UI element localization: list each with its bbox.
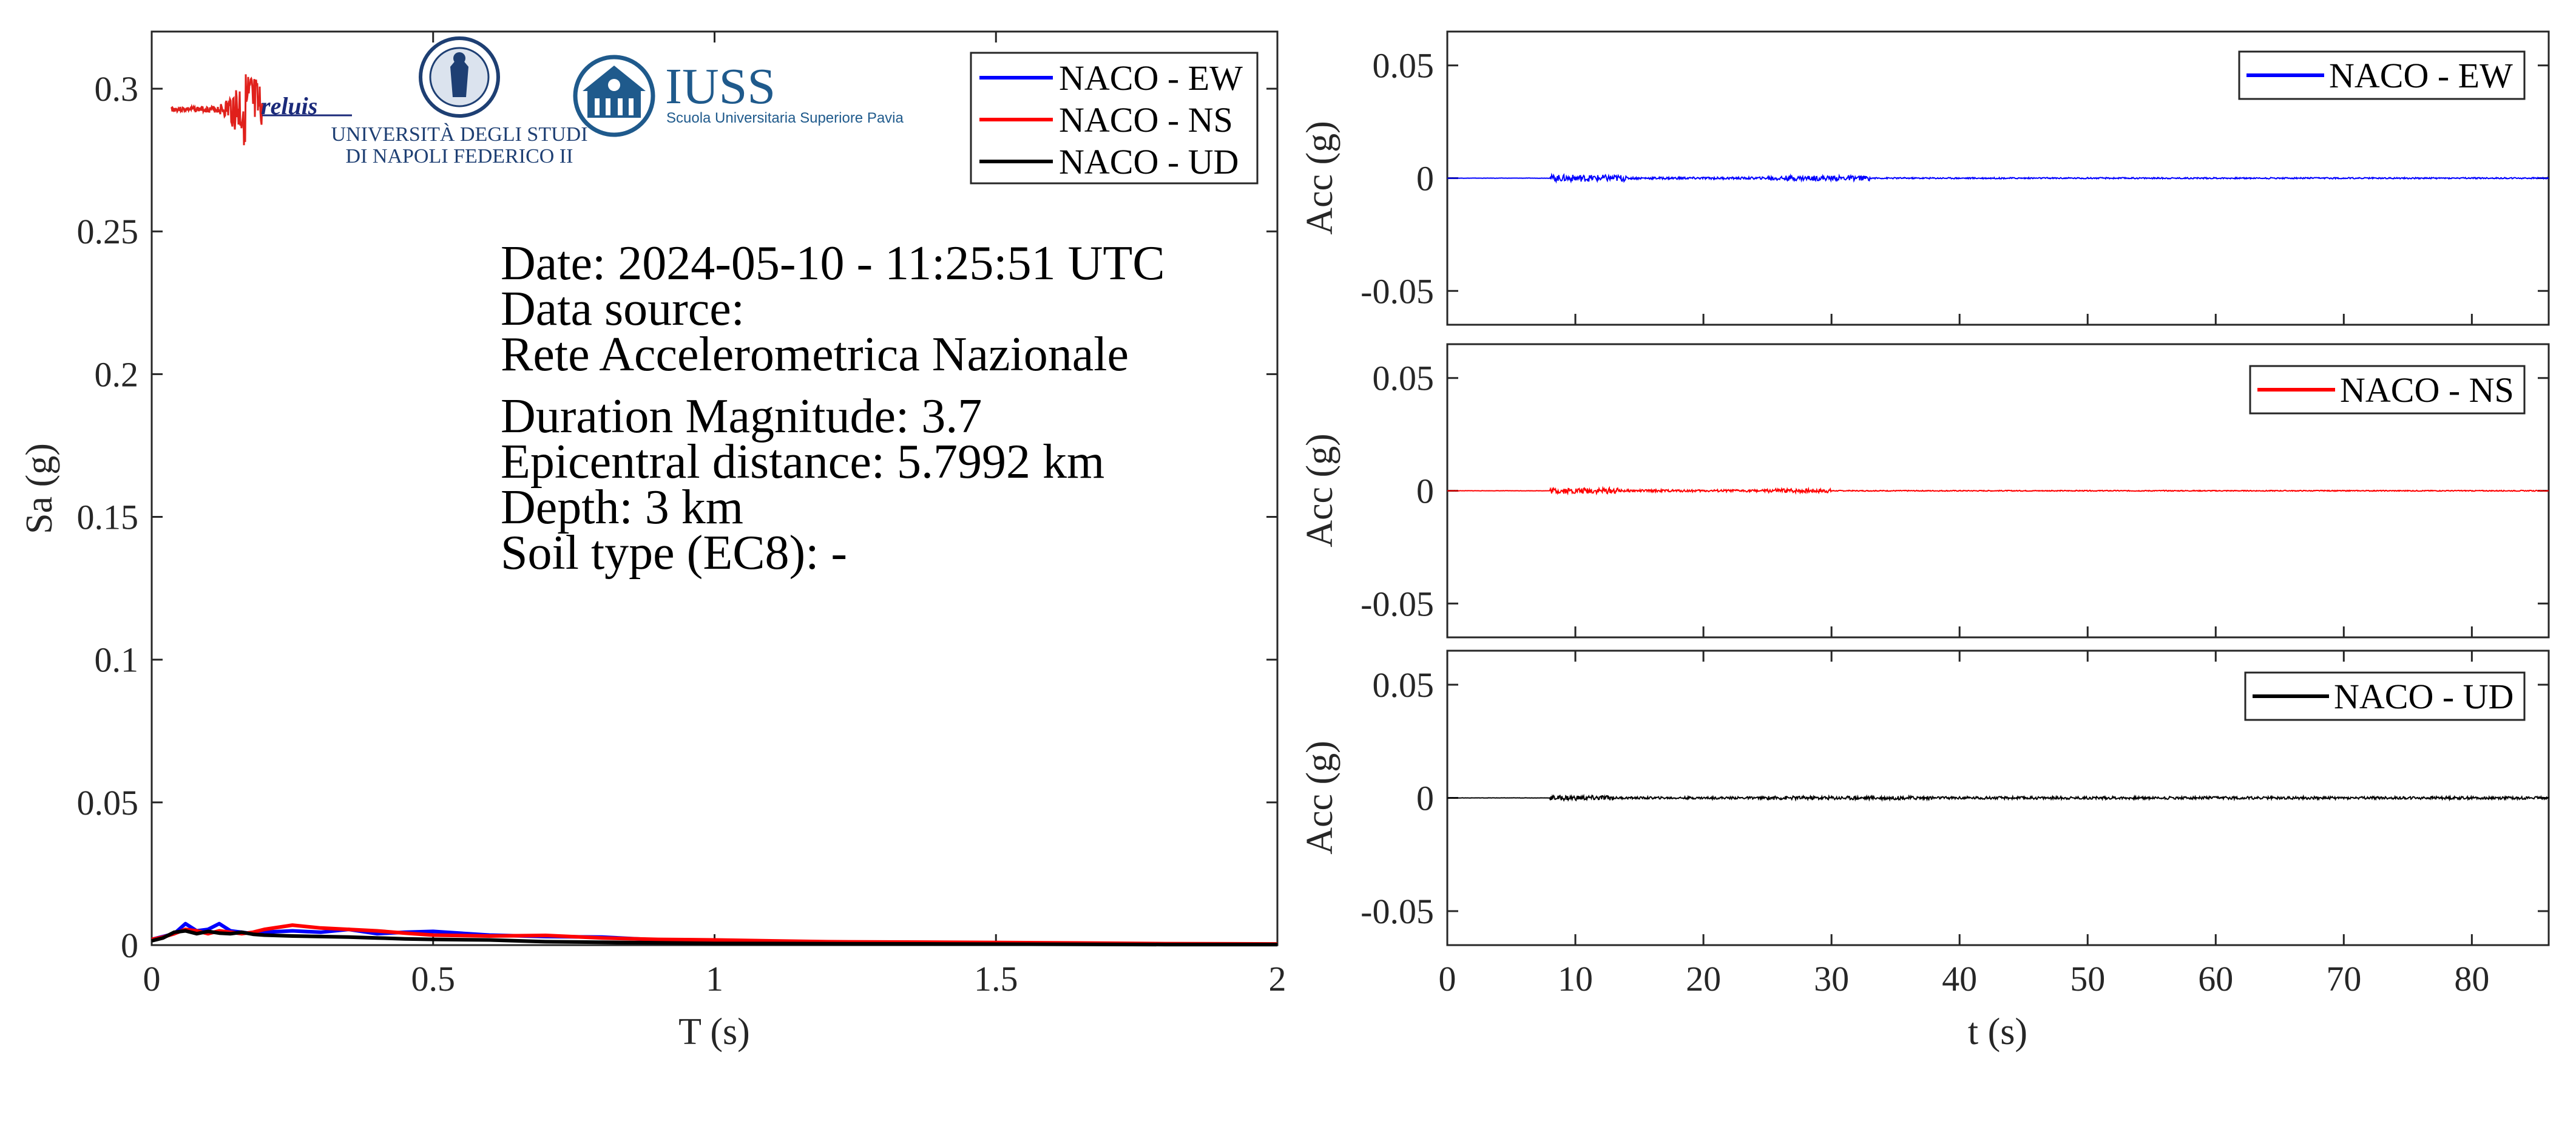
spectrum-xtick-label: 1 xyxy=(706,959,723,999)
spectrum-ytick-label: 0.3 xyxy=(95,69,139,109)
accelerogram-ns-trace xyxy=(1447,486,2549,496)
iuss-emblem-column-2 xyxy=(606,98,610,115)
accelerogram-ew-panel: -0.05 0 0.05 Acc (g) NACO - EW xyxy=(1299,30,2550,326)
spectrum-legend: NACO - EW NACO - NS NACO - UD xyxy=(970,52,1259,185)
accelerogram-ns-legend-label: NACO - NS xyxy=(2340,370,2514,410)
spectrum-ytick-label: 0.15 xyxy=(77,498,139,537)
accelerogram-ns-panel: -0.05 0 0.05 Acc (g) NACO - NS xyxy=(1299,343,2550,639)
accelerogram-ud-xtick-label: 0 xyxy=(1439,959,1456,999)
data-source-label: Data source: xyxy=(501,282,745,336)
spectrum-lines xyxy=(151,921,1278,947)
iuss-logo: IUSS Scuola Universitaria Superiore Pavi… xyxy=(573,55,904,137)
unina-logo: UNIVERSITÀ DEGLI STUDI DI NAPOLI FEDERIC… xyxy=(331,36,588,168)
spectrum-ytick-label: 0.1 xyxy=(95,640,139,680)
spectrum-ticks: 0 0.5 1 1.5 2 0 0.05 0.1 0.15 0.2 0.25 0.3 xyxy=(77,32,1286,999)
reluis-waveform xyxy=(170,74,263,146)
accelerogram-ud-ylabel: Acc (g) xyxy=(1299,741,1340,855)
spectrum-xlabel: T (s) xyxy=(678,1011,750,1053)
reluis-logo: reluis xyxy=(170,74,352,146)
accelerogram-ns-ytick-label: 0.05 xyxy=(1373,359,1435,398)
accelerogram-ud-series xyxy=(1447,793,2549,802)
accelerogram-ew-legend-label: NACO - EW xyxy=(2329,56,2513,95)
accelerogram-ew-ylabel: Acc (g) xyxy=(1299,121,1340,235)
accelerogram-ud-xtick-label: 10 xyxy=(1558,959,1593,999)
accelerogram-ud-xtick-label: 40 xyxy=(1942,959,1977,999)
iuss-emblem-column-3 xyxy=(618,98,623,115)
accelerogram-ud-ytick-label: 0 xyxy=(1416,779,1434,818)
unina-name-line1: UNIVERSITÀ DEGLI STUDI xyxy=(331,123,587,146)
accelerogram-ud-xtick-label: 60 xyxy=(2198,959,2233,999)
accelerogram-ew-ytick-label: 0.05 xyxy=(1373,46,1435,86)
accelerogram-ud-xtick-label: 50 xyxy=(2070,959,2105,999)
accelerogram-ud-xtick-label: 30 xyxy=(1814,959,1849,999)
accelerogram-ew-ytick-label: -0.05 xyxy=(1361,271,1434,311)
iuss-emblem-roof xyxy=(583,66,646,91)
accelerogram-ns-ytick-label: -0.05 xyxy=(1361,584,1434,623)
accelerogram-ns-ticks: -0.05 0 0.05 xyxy=(1361,359,2549,637)
accelerogram-ud-xtick-label: 80 xyxy=(2454,959,2489,999)
spectrum-chart: 0 0.5 1 1.5 2 0 0.05 0.1 0.15 0.2 0.25 0.3 T (s) Sa… xyxy=(19,30,1286,1053)
legend-label-ew: NACO - EW xyxy=(1059,58,1243,98)
accelerogram-ns-ytick-label: 0 xyxy=(1416,472,1434,511)
spectrum-ytick-label: 0.2 xyxy=(95,354,139,394)
spectrum-xtick-label: 2 xyxy=(1269,959,1286,999)
accelerogram-ew-ticks: -0.05 0 0.05 xyxy=(1361,46,2549,325)
legend-label-ud: NACO - UD xyxy=(1059,142,1239,181)
accelerogram-ew-ytick-label: 0 xyxy=(1416,159,1434,198)
iuss-emblem-column-1 xyxy=(595,98,600,115)
iuss-subtitle: Scuola Universitaria Superiore Pavia xyxy=(666,110,904,126)
epicentral-distance: Epicentral distance: 5.7992 km xyxy=(501,435,1104,489)
accelerogram-ew-series xyxy=(1447,172,2549,184)
accelerogram-xlabel: t (s) xyxy=(1968,1011,2027,1053)
accelerogram-ud-ytick-label: -0.05 xyxy=(1361,892,1434,931)
accelerogram-ud-legend: NACO - UD xyxy=(2244,671,2526,721)
accelerogram-ud-xtick-label: 20 xyxy=(1686,959,1721,999)
spectrum-xtick-label: 0 xyxy=(143,959,161,999)
spectrum-ytick-label: 0 xyxy=(121,926,138,965)
event-depth: Depth: 3 km xyxy=(501,481,743,534)
accelerogram-ns-ylabel: Acc (g) xyxy=(1299,433,1340,548)
iuss-emblem-window xyxy=(608,79,620,91)
accelerogram-ud-xtick-label: 70 xyxy=(2326,959,2361,999)
legend-label-ns: NACO - NS xyxy=(1059,100,1233,140)
accelerogram-ud-legend-label: NACO - UD xyxy=(2334,677,2513,716)
spectrum-ytick-label: 0.05 xyxy=(77,783,139,822)
accelerogram-ud-trace xyxy=(1447,793,2549,802)
accelerogram-ud-ytick-label: 0.05 xyxy=(1373,665,1435,705)
spectrum-ytick-label: 0.25 xyxy=(77,212,139,251)
unina-seal-head xyxy=(453,52,465,64)
spectrum-series-ud xyxy=(151,929,1277,947)
accelerogram-ew-legend: NACO - EW xyxy=(2238,50,2526,100)
accelerogram-ew-trace xyxy=(1447,172,2549,184)
spectrum-xtick-label: 0.5 xyxy=(411,959,456,999)
data-source-value: Rete Accelerometrica Nazionale xyxy=(501,328,1129,381)
event-date: Date: 2024-05-10 - 11:25:51 UTC xyxy=(501,237,1165,290)
unina-name-line2: DI NAPOLI FEDERICO II xyxy=(346,145,573,168)
accelerogram-ns-legend: NACO - NS xyxy=(2249,365,2526,415)
duration-magnitude: Duration Magnitude: 3.7 xyxy=(501,390,982,443)
iuss-title: IUSS xyxy=(665,58,776,115)
spectrum-ylabel: Sa (g) xyxy=(19,443,60,534)
soil-type: Soil type (EC8): - xyxy=(501,526,847,580)
spectrum-xtick-label: 1.5 xyxy=(974,959,1018,999)
accelerogram-ns-series xyxy=(1447,486,2549,496)
iuss-emblem-column-4 xyxy=(629,98,634,115)
reluis-waveform-graphic xyxy=(170,74,352,146)
unina-seal-figure xyxy=(450,56,468,97)
event-info: Date: 2024-05-10 - 11:25:51 UTC Data sou… xyxy=(501,237,1165,580)
reluis-logo-text: reluis xyxy=(261,92,317,120)
